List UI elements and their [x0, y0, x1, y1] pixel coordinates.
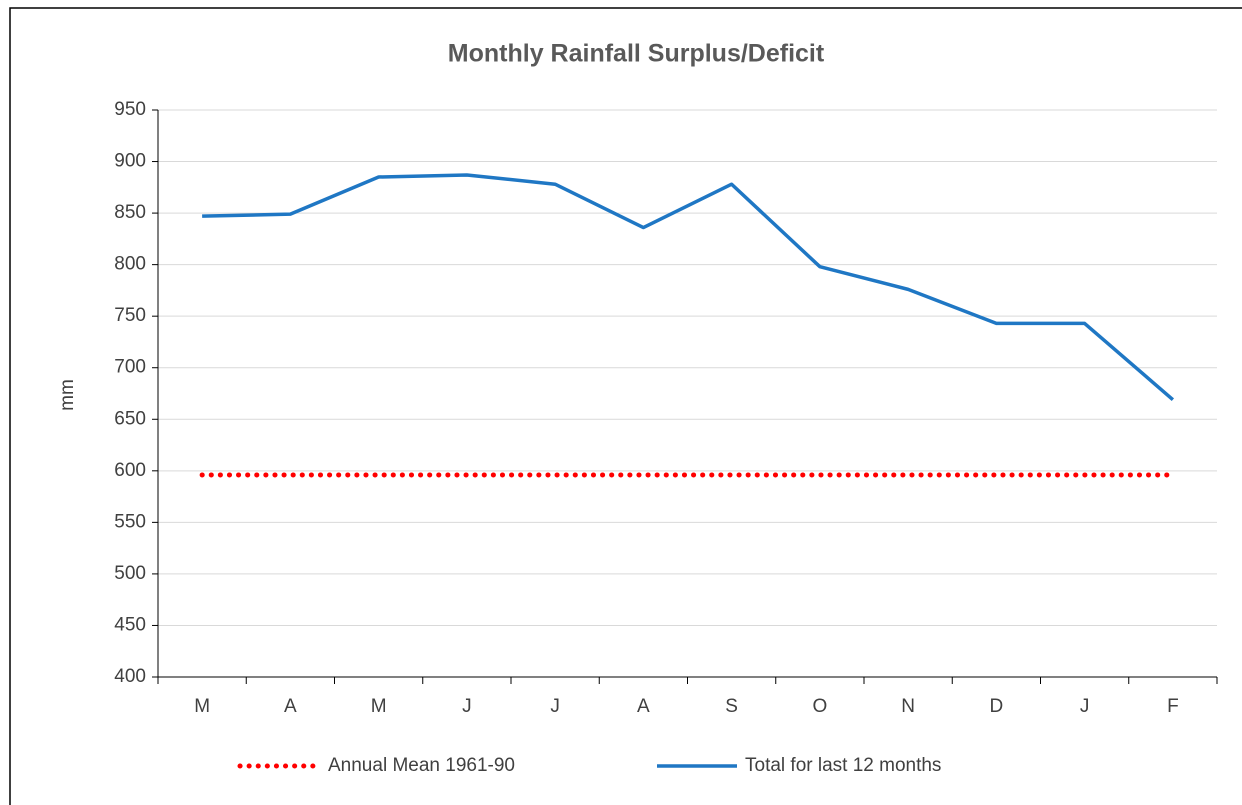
chart-border [9, 7, 1242, 805]
x-tick-label: J [550, 696, 560, 717]
y-tick-label: 800 [114, 254, 146, 275]
x-tick-label: J [462, 696, 472, 717]
y-tick-label: 750 [114, 305, 146, 326]
x-tick-label: S [725, 696, 738, 717]
y-tick-label: 650 [114, 408, 146, 429]
x-tick-label: M [371, 696, 387, 717]
y-axis-label: mm [57, 379, 78, 411]
y-tick-label: 600 [114, 460, 146, 481]
y-tick-label: 400 [114, 666, 146, 687]
y-tick-label: 950 [114, 99, 146, 120]
x-tick-label: M [194, 696, 210, 717]
x-tick-label: A [637, 696, 650, 717]
x-tick-label: J [1080, 696, 1090, 717]
x-tick-label: N [901, 696, 915, 717]
y-tick-label: 850 [114, 202, 146, 223]
legend-label: Total for last 12 months [745, 755, 941, 776]
legend-label: Annual Mean 1961-90 [328, 755, 515, 776]
x-tick-label: A [284, 696, 297, 717]
y-tick-label: 900 [114, 151, 146, 172]
x-tick-label: O [812, 696, 827, 717]
y-tick-label: 450 [114, 614, 146, 635]
chart-title: Monthly Rainfall Surplus/Deficit [448, 40, 825, 68]
x-tick-label: F [1167, 696, 1179, 717]
series-line [202, 173, 1175, 402]
x-tick-label: D [990, 696, 1004, 717]
y-tick-label: 700 [114, 357, 146, 378]
y-tick-label: 500 [114, 563, 146, 584]
y-tick-label: 550 [114, 511, 146, 532]
